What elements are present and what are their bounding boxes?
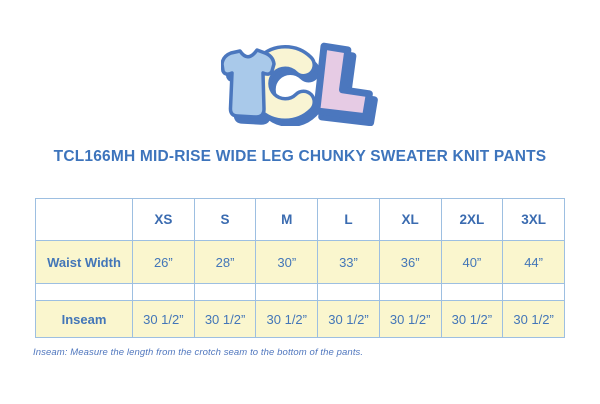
inseam-value: 30 1/2” (378, 300, 442, 338)
waist-width-value: 36” (378, 240, 442, 284)
brand-logo (0, 42, 600, 126)
size-column-header: 2XL (440, 198, 504, 241)
inseam-value: 30 1/2” (132, 300, 195, 338)
size-column-header: M (255, 198, 319, 241)
inseam-value: 30 1/2” (502, 300, 565, 338)
size-column-header: XL (378, 198, 442, 241)
waist-width-row: Waist Width 26” 28” 30” 33” 36” 40” 44” (35, 240, 565, 284)
waist-width-value: 26” (132, 240, 195, 284)
waist-width-value: 44” (502, 240, 565, 284)
inseam-row: Inseam 30 1/2” 30 1/2” 30 1/2” 30 1/2” 3… (35, 300, 565, 338)
size-chart-table: XS S M L XL 2XL 3XL Waist Width 26” 28” … (35, 198, 565, 338)
inseam-value: 30 1/2” (440, 300, 504, 338)
size-column-header: S (193, 198, 257, 241)
waist-width-value: 33” (317, 240, 380, 284)
waist-width-value: 30” (255, 240, 319, 284)
size-header-row: XS S M L XL 2XL 3XL (35, 198, 565, 241)
waist-width-value: 40” (440, 240, 504, 284)
size-column-header: L (317, 198, 380, 241)
inseam-value: 30 1/2” (193, 300, 257, 338)
corner-cell (35, 198, 133, 241)
spacer-row (35, 283, 565, 301)
inseam-value: 30 1/2” (317, 300, 380, 338)
product-title: TCL166MH MID-RISE WIDE LEG CHUNKY SWEATE… (53, 148, 547, 165)
inseam-value: 30 1/2” (255, 300, 319, 338)
inseam-footnote: Inseam: Measure the length from the crot… (33, 347, 364, 358)
waist-width-value: 28” (193, 240, 257, 284)
size-column-header: XS (132, 198, 195, 241)
size-column-header: 3XL (502, 198, 565, 241)
tcl-logo-icon (221, 42, 378, 126)
row-label-waist-width: Waist Width (35, 240, 133, 284)
row-label-inseam: Inseam (35, 300, 133, 338)
